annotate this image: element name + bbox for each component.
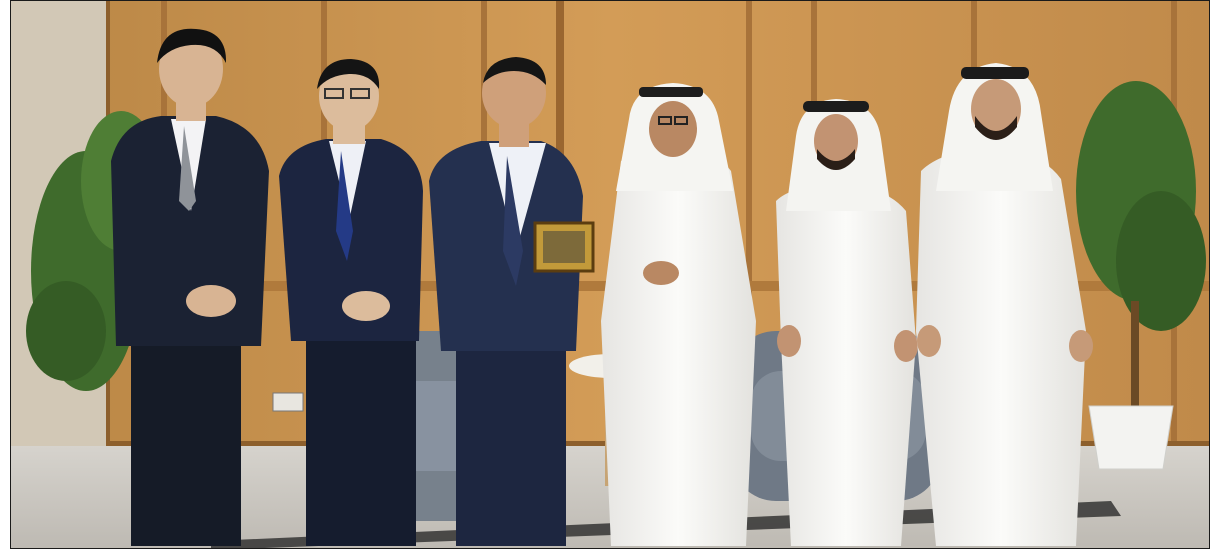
person-4 xyxy=(601,83,756,546)
person-3 xyxy=(429,57,595,546)
person-1 xyxy=(111,28,269,546)
person-6 xyxy=(916,63,1093,546)
potted-plant-right xyxy=(1076,81,1206,470)
group-photo xyxy=(11,1,1209,548)
person-2 xyxy=(279,59,423,546)
person-5 xyxy=(776,99,918,546)
wall-socket xyxy=(272,392,304,412)
photo-frame xyxy=(10,0,1210,549)
